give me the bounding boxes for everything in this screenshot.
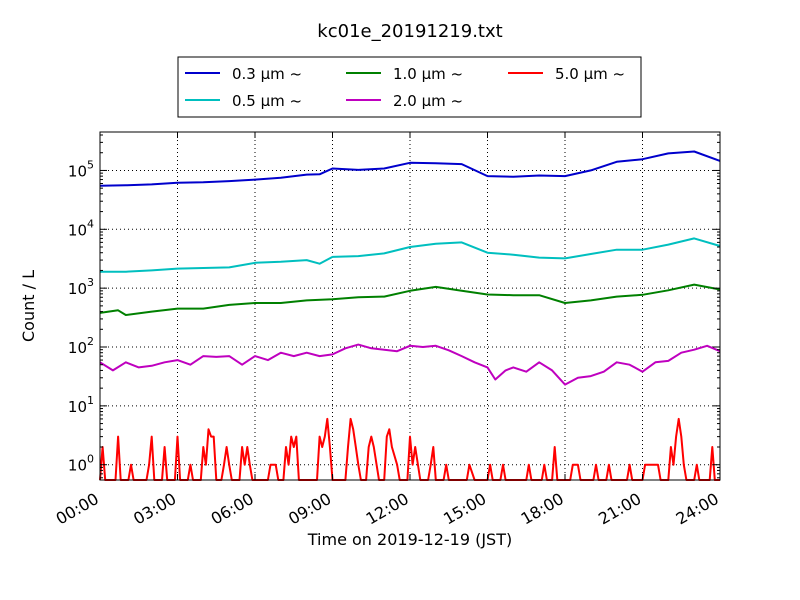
y-axis-label: Count / L [19, 270, 38, 342]
y-tick-label: 105 [68, 158, 94, 180]
x-tick-labels: 00:00 03:00 06:00 09:00 12:00 15:00 18:00 21:00… [53, 489, 722, 529]
series-line-3 [99, 283, 721, 316]
y-tick-labels: 100 101 102 103 104 105 [68, 158, 94, 474]
series-line-1 [99, 150, 721, 187]
axis-ticks [99, 132, 721, 480]
series-line-2 [100, 237, 721, 273]
y-tick-label: 102 [68, 335, 94, 357]
x-tick-label: 21:00 [595, 489, 644, 529]
series-line-5 [99, 417, 720, 481]
x-tick-label: 00:00 [53, 489, 102, 529]
legend-label: 0.3 μm ~ [232, 65, 302, 83]
x-tick-label: 09:00 [285, 489, 334, 529]
y-tick-label: 101 [68, 394, 94, 416]
grid [100, 132, 720, 480]
legend-label: 2.0 μm ~ [393, 92, 463, 110]
x-tick-label: 24:00 [673, 489, 722, 529]
legend-label: 0.5 μm ~ [232, 92, 302, 110]
legend-label: 1.0 μm ~ [393, 65, 463, 83]
x-tick-label: 18:00 [518, 489, 567, 529]
chart-title: kc01e_20191219.txt [317, 21, 502, 42]
x-tick-label: 15:00 [440, 489, 489, 529]
y-tick-label: 103 [68, 276, 94, 298]
legend: 0.3 μm ~ 0.5 μm ~ 1.0 μm ~ 2.0 μm ~ 5.0 μm ~ [177, 56, 642, 118]
x-tick-label: 06:00 [208, 489, 257, 529]
legend-box [177, 56, 642, 118]
x-tick-label: 03:00 [130, 489, 179, 529]
x-axis-label: Time on 2019-12-19 (JST) [307, 530, 512, 549]
y-tick-label: 100 [68, 453, 94, 475]
y-tick-label: 104 [68, 217, 94, 239]
series-line-4 [99, 343, 721, 386]
series-layer [99, 150, 721, 481]
legend-label: 5.0 μm ~ [555, 65, 625, 83]
x-tick-label: 12:00 [363, 489, 412, 529]
